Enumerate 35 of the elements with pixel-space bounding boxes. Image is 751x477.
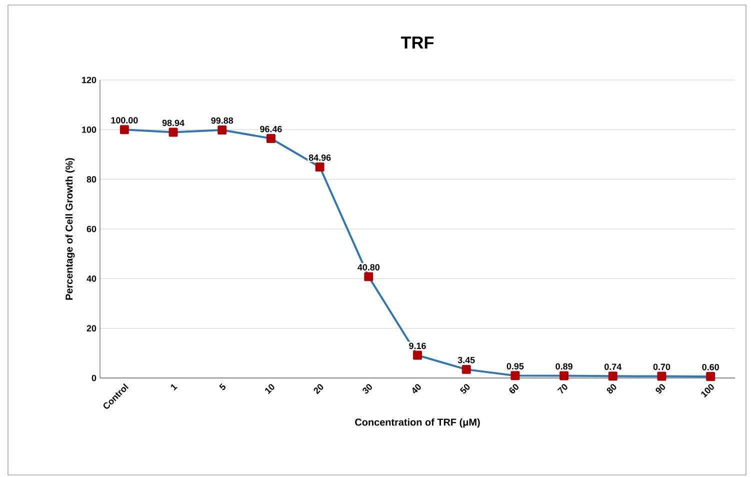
y-tick-label: 0 (92, 374, 96, 382)
y-tick-label: 20 (86, 325, 96, 332)
data-label: 0.95 (506, 363, 524, 370)
data-label: 84.96 (308, 154, 331, 161)
y-axis-title: Percentage of Cell Growth (%) (65, 158, 75, 300)
y-tick-label: 80 (86, 176, 96, 183)
data-label: 0.60 (702, 364, 719, 370)
x-tick-label: 100 (701, 384, 714, 398)
x-tick-label: 20 (314, 384, 324, 394)
x-tick-label: 90 (656, 384, 666, 394)
x-axis-title: Concentration of TRF (μM) (355, 418, 480, 428)
y-tick-label: 100 (82, 126, 96, 133)
x-tick-label: 1 (170, 384, 178, 390)
data-label: 0.89 (556, 363, 572, 370)
data-label: 96.46 (260, 126, 282, 132)
x-tick-label: 10 (265, 384, 274, 394)
y-tick-label: 60 (86, 226, 96, 232)
data-label: 0.70 (653, 364, 670, 370)
x-tick-label: 60 (509, 384, 519, 394)
x-tick-label: 30 (362, 384, 372, 394)
x-tick-label: 5 (219, 383, 226, 390)
x-tick-label: 70 (557, 384, 568, 394)
data-label: 0.74 (604, 364, 622, 370)
data-label: 98.94 (162, 120, 184, 126)
data-label: 3.45 (458, 356, 475, 364)
y-tick-label: 40 (86, 275, 96, 282)
x-tick-label: 50 (460, 384, 470, 394)
data-label: 99.88 (211, 117, 234, 124)
data-label: 9.16 (409, 342, 426, 350)
chart-title: TRF (400, 36, 434, 48)
data-label: 100.00 (111, 117, 138, 124)
y-tick-label: 120 (82, 76, 96, 84)
x-tick-label: 40 (412, 384, 421, 394)
x-tick-label: 80 (606, 384, 616, 394)
data-label: 40.80 (358, 264, 380, 270)
